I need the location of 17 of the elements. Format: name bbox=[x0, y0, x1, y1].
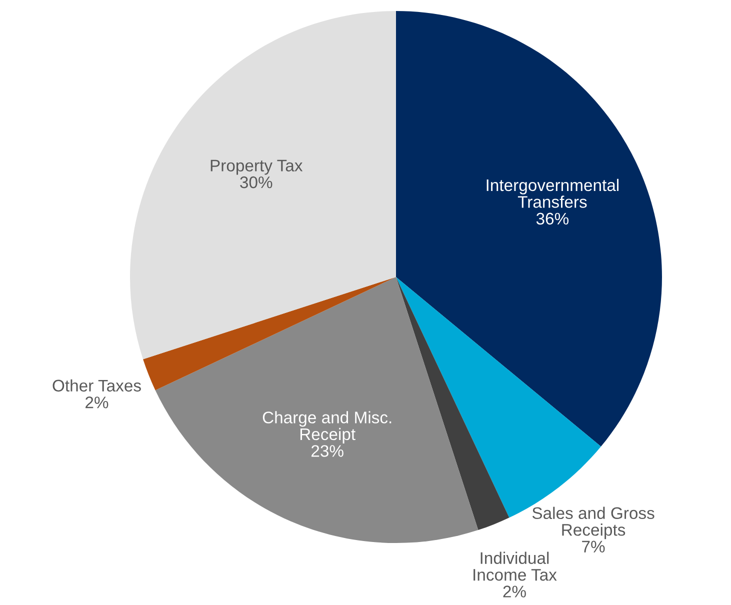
pie-slice bbox=[155, 277, 478, 543]
slice-label: Sales and Gross Receipts bbox=[532, 506, 654, 540]
pie-slice bbox=[396, 11, 662, 447]
slice-label: Property Tax bbox=[210, 160, 303, 175]
data-label: 2% bbox=[86, 396, 108, 408]
data-label: 23% bbox=[311, 445, 344, 457]
data-label: 36% bbox=[536, 212, 569, 225]
pie-slice bbox=[143, 277, 396, 390]
slice-label: Other Taxes bbox=[52, 379, 141, 392]
slice-label: Individual Income Tax bbox=[474, 552, 557, 581]
pie-slice bbox=[396, 277, 510, 530]
data-label: 30% bbox=[240, 176, 272, 188]
pie-slice bbox=[130, 11, 396, 360]
data-label: 7% bbox=[582, 540, 605, 552]
data-label: 2% bbox=[503, 586, 526, 598]
slice-label: Charge and Misc. Receipt bbox=[262, 411, 392, 444]
slice-label: Intergovernmental Transfers bbox=[486, 178, 619, 208]
